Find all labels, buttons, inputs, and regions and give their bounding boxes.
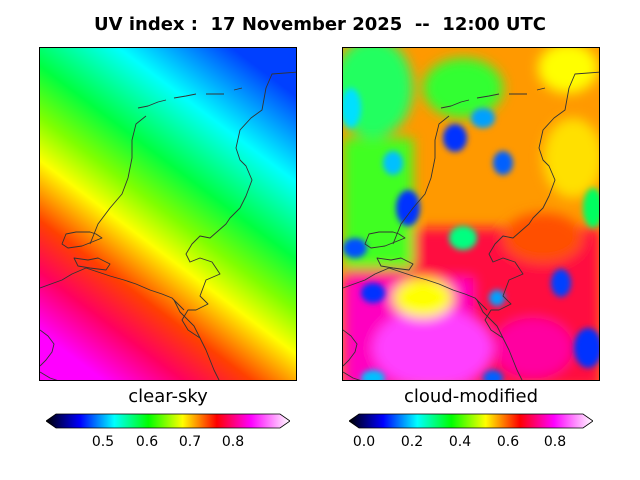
clear-sky-field	[40, 48, 296, 380]
clear-sky-map	[39, 47, 297, 381]
colorbar-tick-label: 0.7	[178, 434, 202, 450]
colorbar-tick-label: 0.6	[135, 434, 159, 450]
cloud-modified-field	[343, 48, 599, 380]
colorbar-tick-label: 0.5	[91, 434, 115, 450]
colorbar-tick-label: 0.4	[448, 434, 472, 450]
colorbar-tick-label: 0.8	[221, 434, 245, 450]
colorbar-tick-label: 0.2	[400, 434, 424, 450]
colorbar-tick-label: 0.8	[543, 434, 567, 450]
clear-sky-label: clear-sky	[128, 386, 208, 407]
netherlands-outline	[343, 71, 599, 380]
clear-sky-colorbar	[46, 413, 290, 429]
cloud-modified-map	[342, 47, 600, 381]
map-title: UV index : 17 November 2025 -- 12:00 UTC	[94, 14, 546, 35]
colorbar-tick-label: 0.0	[352, 434, 376, 450]
cloud-modified-colorbar	[349, 413, 593, 429]
cloud-modified-label: cloud-modified	[403, 386, 539, 407]
colorbar-tick-label: 0.6	[496, 434, 520, 450]
netherlands-outline	[40, 71, 296, 380]
